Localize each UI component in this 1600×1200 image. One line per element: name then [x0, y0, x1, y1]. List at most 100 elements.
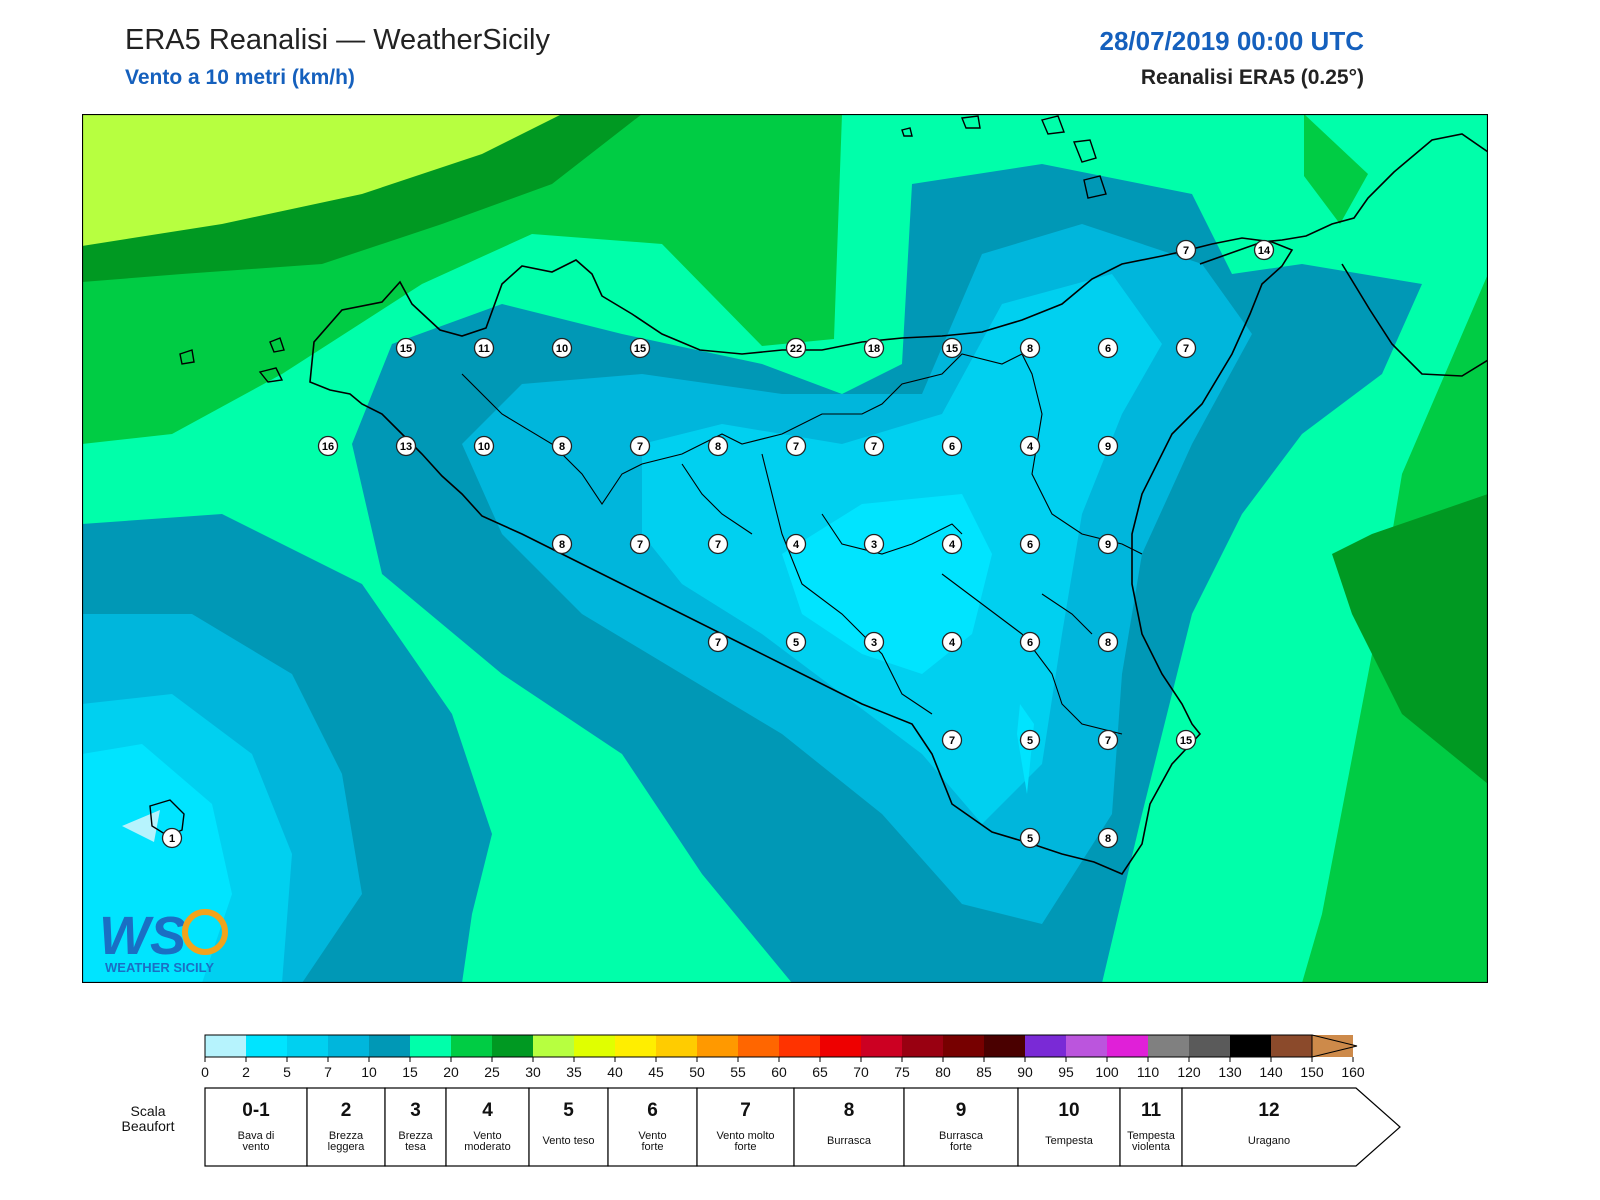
station-value: 7 — [793, 441, 799, 453]
station-value: 4 — [793, 539, 800, 551]
station-value: 7 — [949, 735, 955, 747]
station-circle — [785, 533, 807, 555]
station-circle — [863, 337, 885, 359]
station-marker: 9 — [1097, 435, 1119, 457]
colorbar-segment — [574, 1035, 615, 1057]
station-circle — [317, 435, 339, 457]
station-marker: 16 — [317, 435, 339, 457]
colorbar-segment — [287, 1035, 328, 1057]
colorbar-arrow-outline — [1311, 1034, 1358, 1058]
station-value: 15 — [1180, 735, 1192, 747]
beaufort-title: Scala Beaufort — [121, 1103, 175, 1134]
station-marker: 7 — [941, 729, 963, 751]
station-circle — [707, 533, 729, 555]
station-circle — [1097, 631, 1119, 653]
beaufort-box — [445, 1087, 530, 1167]
station-value: 8 — [1105, 833, 1111, 845]
station-value: 9 — [1105, 441, 1111, 453]
beaufort-box — [1017, 1087, 1121, 1167]
station-circle — [629, 533, 651, 555]
station-circle — [1019, 533, 1041, 555]
sicily-coastline — [309, 237, 1294, 875]
station-marker: 13 — [395, 435, 417, 457]
station-marker: 8 — [707, 435, 729, 457]
colorbar-segment — [738, 1035, 779, 1057]
colorbar-segment — [1230, 1035, 1271, 1057]
station-marker: 7 — [863, 435, 885, 457]
station-value: 8 — [1027, 343, 1033, 355]
beaufort-cell: 0-1 Bava di vento — [204, 1087, 308, 1167]
station-circle — [473, 337, 495, 359]
station-marker: 4 — [941, 533, 963, 555]
colorbar-segment — [943, 1035, 984, 1057]
station-value: 6 — [1027, 637, 1033, 649]
station-value: 7 — [637, 441, 643, 453]
beaufort-number: 0-1 — [242, 1100, 270, 1121]
beaufort-box — [204, 1087, 308, 1167]
station-value: 8 — [715, 441, 721, 453]
station-marker: 10 — [551, 337, 573, 359]
beaufort-label: Tempesta violenta — [1127, 1130, 1176, 1153]
station-circle — [863, 435, 885, 457]
station-value: 15 — [946, 343, 958, 355]
station-marker: 4 — [941, 631, 963, 653]
station-circle — [863, 631, 885, 653]
station-value: 7 — [1183, 245, 1189, 257]
tick-label: 2 — [242, 1064, 250, 1080]
station-value: 6 — [1105, 343, 1111, 355]
island-egadi — [258, 337, 285, 383]
beaufort-box — [696, 1087, 795, 1167]
beaufort-cell: 9 Burrasca forte — [903, 1087, 1019, 1167]
station-value: 7 — [1183, 343, 1189, 355]
colorbar-segment — [451, 1035, 492, 1057]
tick-label: 5 — [283, 1064, 291, 1080]
tick-label: 25 — [484, 1064, 500, 1080]
station-value: 7 — [637, 539, 643, 551]
internal-boundaries — [461, 353, 1143, 735]
tick-label: 80 — [935, 1064, 951, 1080]
station-circle — [863, 533, 885, 555]
station-marker: 14 — [1253, 239, 1275, 261]
station-value: 14 — [1258, 245, 1271, 257]
beaufort-number: 6 — [647, 1100, 658, 1121]
colorbar-segment — [246, 1035, 287, 1057]
beaufort-number: 10 — [1058, 1100, 1079, 1121]
tick-label: 140 — [1259, 1064, 1283, 1080]
station-circle — [629, 337, 651, 359]
station-circle — [941, 435, 963, 457]
colorbar-segment — [328, 1035, 369, 1057]
station-value: 6 — [949, 441, 955, 453]
tick-label: 35 — [566, 1064, 582, 1080]
colorbar-segment — [369, 1035, 410, 1057]
beaufort-number: 11 — [1141, 1100, 1162, 1121]
station-marker: 1 — [161, 827, 183, 849]
beaufort-number: 12 — [1258, 1100, 1279, 1121]
station-value: 8 — [559, 539, 565, 551]
station-circle — [1175, 239, 1197, 261]
beaufort-label: Brezza leggera — [328, 1130, 366, 1153]
tick-label: 85 — [976, 1064, 992, 1080]
station-marker: 8 — [1019, 337, 1041, 359]
station-marker: 8 — [1097, 827, 1119, 849]
beaufort-cell: 5 Vento teso — [528, 1087, 609, 1167]
station-marker: 6 — [1097, 337, 1119, 359]
tick-label: 120 — [1177, 1064, 1201, 1080]
station-marker: 4 — [1019, 435, 1041, 457]
station-marker: 5 — [1019, 729, 1041, 751]
station-circle — [1175, 337, 1197, 359]
field-25-30-e — [1332, 494, 1488, 784]
beaufort-cell: 4 Vento moderato — [445, 1087, 530, 1167]
station-marker: 7 — [629, 435, 651, 457]
station-circle — [1253, 239, 1275, 261]
tick-label: 60 — [771, 1064, 787, 1080]
beaufort-box — [793, 1087, 905, 1167]
beaufort-label: Vento teso — [543, 1135, 595, 1147]
station-marker: 6 — [941, 435, 963, 457]
beaufort-number: 3 — [410, 1100, 421, 1121]
station-value: 13 — [400, 441, 412, 453]
beaufort-number: 8 — [844, 1100, 855, 1121]
colorbar-segment — [1148, 1035, 1189, 1057]
tick-label: 10 — [361, 1064, 377, 1080]
station-value: 15 — [634, 343, 646, 355]
station-marker: 7 — [1097, 729, 1119, 751]
